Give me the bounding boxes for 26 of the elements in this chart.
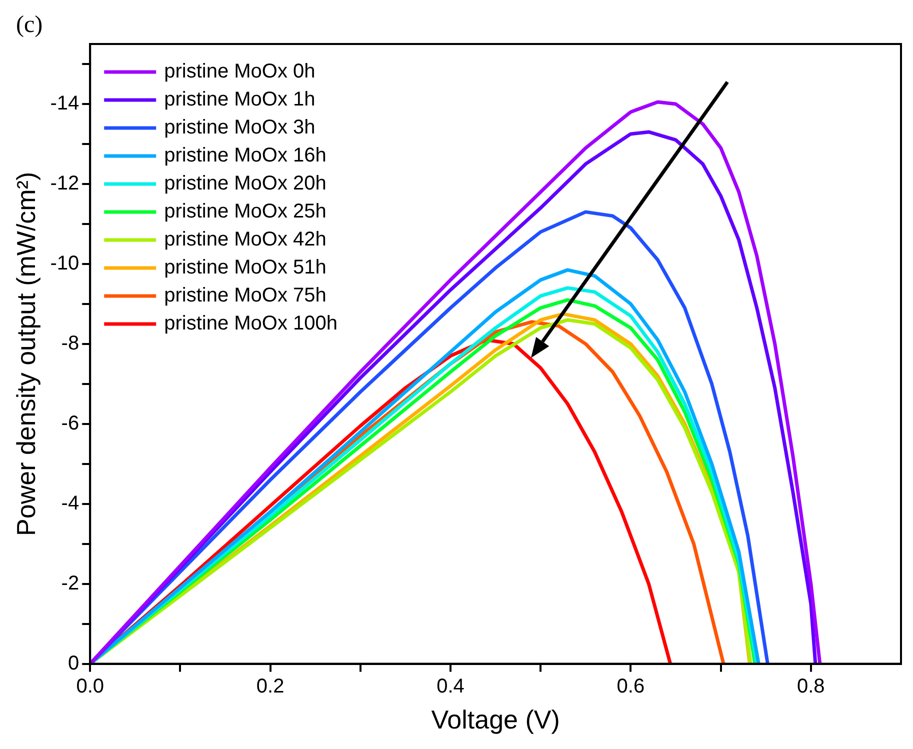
legend-label: pristine MoOx 1h <box>164 88 316 111</box>
x-tick-label: 0.8 <box>796 675 825 698</box>
legend-label: pristine MoOx 3h <box>164 116 316 139</box>
legend-label: pristine MoOx 16h <box>164 144 326 167</box>
y-axis-title: Power density output (mW/cm²) <box>10 172 41 536</box>
x-axis-title: Voltage (V) <box>431 704 560 735</box>
legend-label: pristine MoOx 75h <box>164 284 326 307</box>
x-tick-label: 0.4 <box>436 675 464 698</box>
y-tick-label: -12 <box>50 172 80 194</box>
legend-label: pristine MoOx 0h <box>164 60 316 83</box>
y-tick-label: -14 <box>50 92 80 114</box>
y-tick-label: -10 <box>50 252 80 274</box>
legend-label: pristine MoOx 25h <box>164 200 326 223</box>
legend-label: pristine MoOx 42h <box>164 228 326 251</box>
y-tick-label: -8 <box>61 332 80 354</box>
y-tick-label: -2 <box>61 572 80 594</box>
legend-label: pristine MoOx 100h <box>164 312 338 335</box>
legend-label: pristine MoOx 51h <box>164 256 326 279</box>
chart-title: (c) <box>16 12 43 39</box>
legend-label: pristine MoOx 20h <box>164 172 326 195</box>
x-tick-label: 0.6 <box>616 675 645 698</box>
y-tick-label: -4 <box>61 492 80 514</box>
y-tick-label: -6 <box>61 412 80 434</box>
x-tick-label: 0.0 <box>76 675 104 698</box>
y-tick-label: 0 <box>68 652 80 674</box>
x-tick-label: 0.2 <box>256 675 284 698</box>
